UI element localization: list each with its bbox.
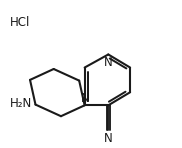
Text: H₂N: H₂N <box>10 97 32 110</box>
Text: HCl: HCl <box>10 16 30 29</box>
Text: N: N <box>81 92 90 105</box>
Text: N: N <box>104 56 113 69</box>
Text: N: N <box>104 132 113 145</box>
